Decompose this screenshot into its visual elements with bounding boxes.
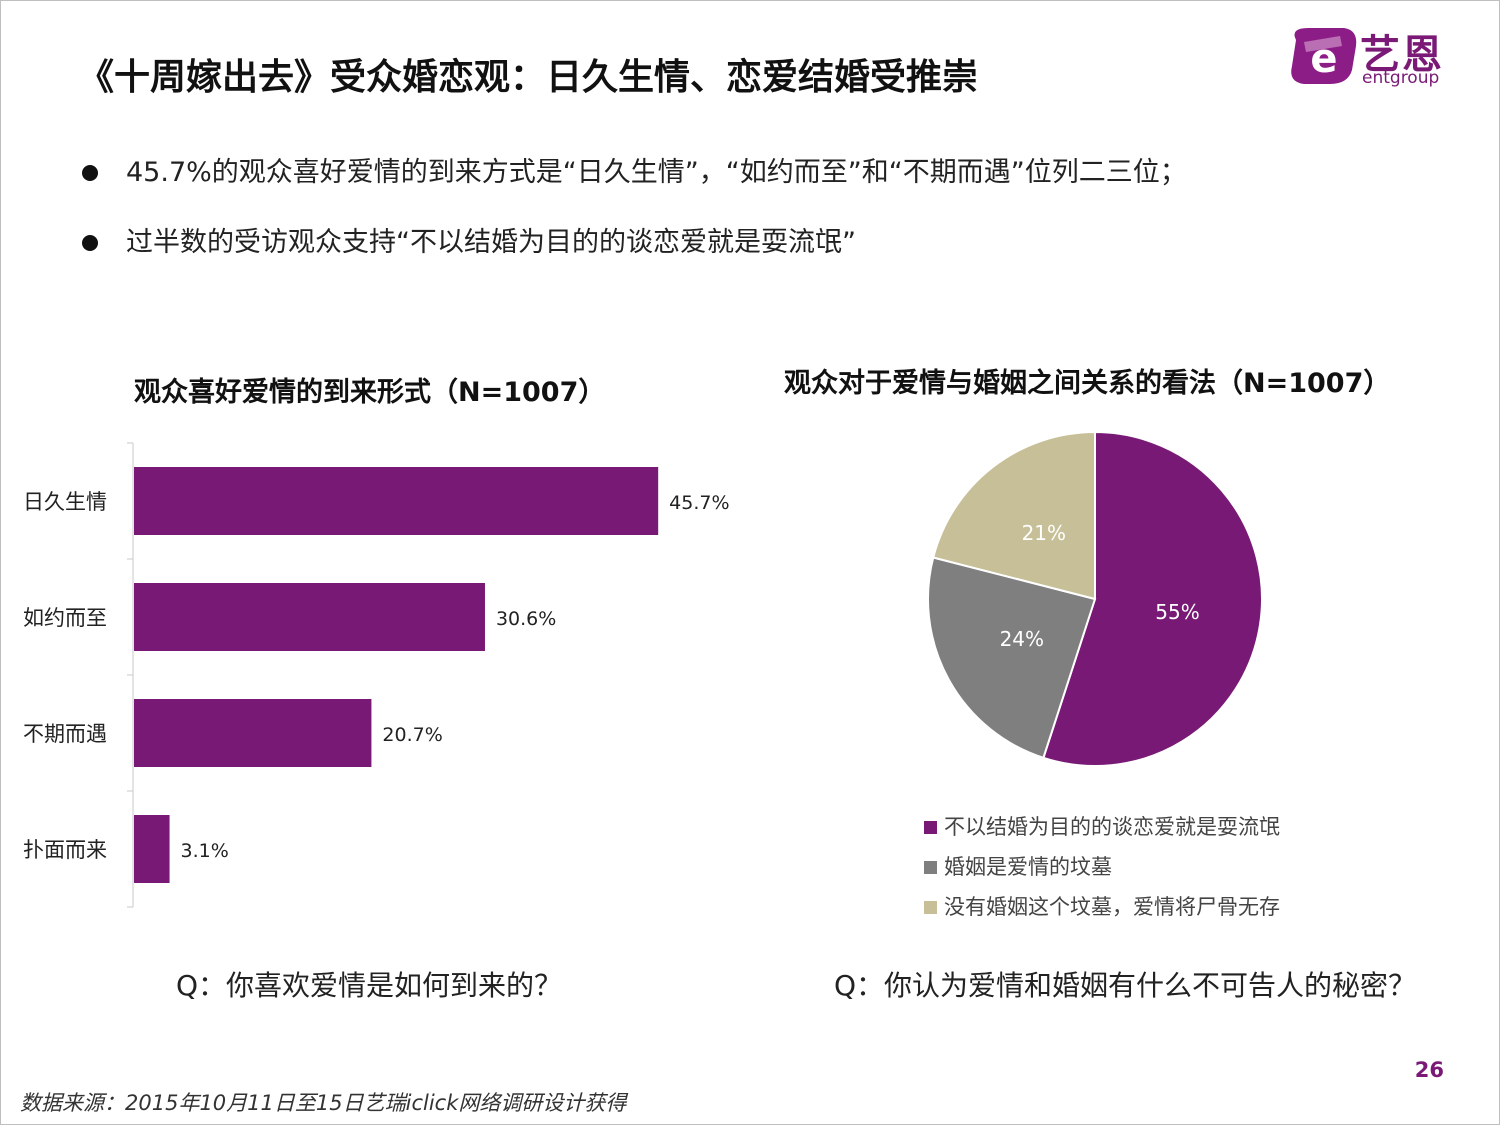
bullet-item: 过半数的受访观众支持“不以结婚为目的的谈恋爱就是耍流氓”	[78, 220, 1458, 266]
logo-mark-icon: e	[1291, 28, 1357, 84]
bar-3	[134, 699, 372, 767]
bullet-text: 过半数的受访观众支持“不以结婚为目的的谈恋爱就是耍流氓”	[126, 227, 856, 258]
pie-legend: 不以结婚为目的的谈恋爱就是耍流氓 婚姻是爱情的坟墓没有婚姻这个坟墓，爱情将尸骨无存	[924, 812, 1280, 932]
bar-category-label: 日久生情	[23, 490, 107, 514]
legend-item: 婚姻是爱情的坟墓	[924, 852, 1280, 892]
pie-chart-title: 观众对于爱情与婚姻之间关系的看法（N=1007）	[784, 368, 1391, 399]
pie-slice-2	[927, 556, 1097, 760]
bar-category-label: 如约而至	[23, 606, 107, 630]
legend-swatch	[924, 821, 937, 834]
logo-text-en: entgroup	[1362, 68, 1440, 88]
bar-4	[134, 815, 170, 883]
pie-slice-label: 55%	[1155, 600, 1199, 624]
bullet-dot-icon	[82, 235, 98, 251]
page-number: 26	[1414, 1058, 1444, 1082]
bar-value-label: 30.6%	[496, 608, 556, 630]
entgroup-logo: e 艺恩 entgroup	[1286, 22, 1462, 94]
legend-label: 没有婚姻这个坟墓，爱情将尸骨无存	[944, 895, 1280, 919]
pie-slice-label: 24%	[1000, 627, 1044, 651]
bar-value-label: 20.7%	[382, 724, 442, 746]
logo-mark-letter: e	[1310, 36, 1337, 82]
legend-label: 婚姻是爱情的坟墓	[944, 855, 1112, 879]
bullet-text: 45.7%的观众喜好爱情的到来方式是“日久生情”，“如约而至”和“不期而遇”位列…	[126, 157, 1187, 188]
legend-item: 不以结婚为目的的谈恋爱就是耍流氓	[924, 812, 1280, 852]
bar-chart-title: 观众喜好爱情的到来形式（N=1007）	[134, 377, 606, 408]
pie-slice-1	[1042, 430, 1263, 767]
pie-slice-3	[932, 430, 1096, 601]
bullet-item: 45.7%的观众喜好爱情的到来方式是“日久生情”，“如约而至”和“不期而遇”位列…	[78, 150, 1458, 196]
question-right: Q：你认为爱情和婚姻有什么不可告人的秘密？	[834, 969, 1417, 1002]
bar-category-label: 不期而遇	[23, 722, 107, 746]
bar-category-label: 扑面而来	[23, 838, 107, 862]
logo-text-cn: 艺恩	[1360, 32, 1444, 78]
page-title: 《十周嫁出去》受众婚恋观：日久生情、恋爱结婚受推崇	[78, 57, 979, 98]
legend-swatch	[924, 861, 937, 874]
bar-value-label: 45.7%	[669, 492, 729, 514]
bullet-dot-icon	[82, 165, 98, 181]
legend-swatch	[924, 901, 937, 914]
pie-chart: 55% 24% 21%	[927, 430, 1263, 767]
bar-1	[134, 467, 659, 535]
pie-slice-label: 21%	[1022, 521, 1066, 545]
legend-label: 不以结婚为目的的谈恋爱就是耍流氓	[944, 815, 1280, 839]
legend-item: 没有婚姻这个坟墓，爱情将尸骨无存	[924, 892, 1280, 932]
bullet-list: 45.7%的观众喜好爱情的到来方式是“日久生情”，“如约而至”和“不期而遇”位列…	[78, 150, 1458, 290]
bar-2	[134, 583, 485, 651]
bar-value-label: 3.1%	[181, 840, 229, 862]
source-note: 数据来源：2015年10月11日至15日艺瑞iclick网络调研设计获得	[20, 1091, 627, 1115]
question-left: Q：你喜欢爱情是如何到来的？	[176, 969, 563, 1002]
bar-chart: 日久生情 45.7% 如约而至 30.6% 不期而遇 20.7% 扑面而来 3.1%	[23, 442, 730, 908]
